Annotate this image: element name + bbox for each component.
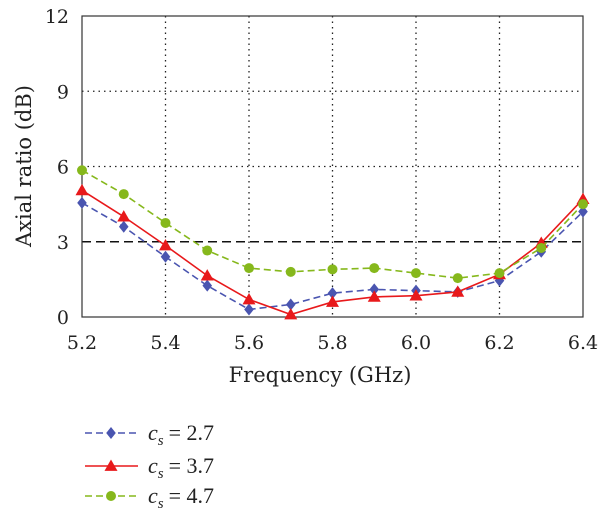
series-line bbox=[81, 169, 584, 279]
legend-subscript: s bbox=[158, 496, 164, 512]
x-tick-label: 6.4 bbox=[568, 332, 598, 354]
x-tick-label: 5.4 bbox=[150, 332, 180, 354]
data-point bbox=[242, 292, 256, 305]
data-point bbox=[451, 285, 465, 297]
data-point bbox=[327, 287, 338, 300]
data-point bbox=[327, 264, 338, 275]
data-point bbox=[284, 307, 298, 320]
y-axis-label: Axial ratio (dB) bbox=[12, 85, 36, 248]
data-point bbox=[117, 210, 131, 222]
data-point bbox=[285, 298, 296, 311]
y-tick-label: 3 bbox=[57, 232, 69, 254]
data-point bbox=[326, 295, 339, 307]
legend-marker bbox=[104, 459, 118, 471]
legend-value: = 3.7 bbox=[169, 453, 214, 478]
data-point bbox=[367, 290, 381, 302]
legend-item: cs = 2.7 bbox=[85, 420, 214, 449]
data-point bbox=[202, 245, 213, 256]
data-point bbox=[202, 279, 213, 292]
legend-value: = 2.7 bbox=[169, 420, 214, 445]
data-point bbox=[77, 196, 87, 209]
data-point bbox=[369, 283, 380, 296]
legend-marker bbox=[106, 427, 116, 439]
data-point bbox=[244, 303, 254, 316]
legend-label: cs = 4.7 bbox=[148, 483, 214, 512]
x-tick-labels: 5.2 5.4 5.6 5.8 6.0 6.2 6.4 bbox=[67, 332, 598, 354]
y-tick-label: 9 bbox=[57, 81, 69, 103]
data-point bbox=[77, 165, 87, 176]
legend-item: cs = 4.7 bbox=[85, 483, 214, 512]
legend-symbol: c bbox=[148, 453, 158, 478]
x-tick-label: 6.0 bbox=[401, 332, 431, 354]
grid-lines bbox=[82, 16, 583, 317]
x-axis-label: Frequency (GHz) bbox=[229, 363, 412, 387]
x-tick-label: 5.8 bbox=[317, 332, 347, 354]
data-point bbox=[118, 220, 129, 233]
x-tick-label: 5.6 bbox=[234, 332, 264, 354]
data-point bbox=[160, 217, 171, 228]
legend-item: cs = 3.7 bbox=[85, 453, 214, 482]
data-point bbox=[409, 289, 423, 301]
x-tick-label: 6.2 bbox=[484, 332, 514, 354]
y-tick-labels: 0 3 6 9 12 bbox=[45, 6, 69, 329]
legend-marker bbox=[106, 491, 116, 501]
data-point bbox=[285, 266, 296, 277]
data-point bbox=[452, 273, 463, 284]
data-point bbox=[411, 268, 421, 279]
data-point bbox=[536, 243, 547, 254]
legend-value: = 4.7 bbox=[169, 483, 214, 508]
data-point bbox=[244, 263, 254, 274]
series-lines bbox=[75, 165, 590, 320]
legend-label: cs = 3.7 bbox=[148, 453, 214, 482]
legend: cs = 2.7cs = 3.7cs = 4.7 bbox=[85, 420, 214, 512]
legend-label: cs = 2.7 bbox=[148, 420, 214, 449]
legend-symbol: c bbox=[148, 420, 158, 445]
data-point bbox=[578, 199, 588, 210]
data-point bbox=[160, 250, 171, 263]
data-point bbox=[159, 239, 172, 251]
data-point bbox=[75, 183, 89, 196]
data-point bbox=[369, 263, 380, 274]
y-tick-label: 6 bbox=[57, 157, 69, 179]
legend-subscript: s bbox=[158, 466, 164, 482]
legend-symbol: c bbox=[148, 483, 158, 508]
y-tick-label: 12 bbox=[45, 6, 69, 28]
data-point bbox=[118, 189, 129, 200]
legend-subscript: s bbox=[158, 433, 164, 449]
y-tick-label: 0 bbox=[57, 307, 69, 329]
x-tick-label: 5.2 bbox=[67, 332, 97, 354]
data-point bbox=[494, 268, 505, 279]
data-point bbox=[578, 205, 588, 218]
series-2 bbox=[77, 165, 588, 284]
data-point bbox=[200, 269, 214, 281]
